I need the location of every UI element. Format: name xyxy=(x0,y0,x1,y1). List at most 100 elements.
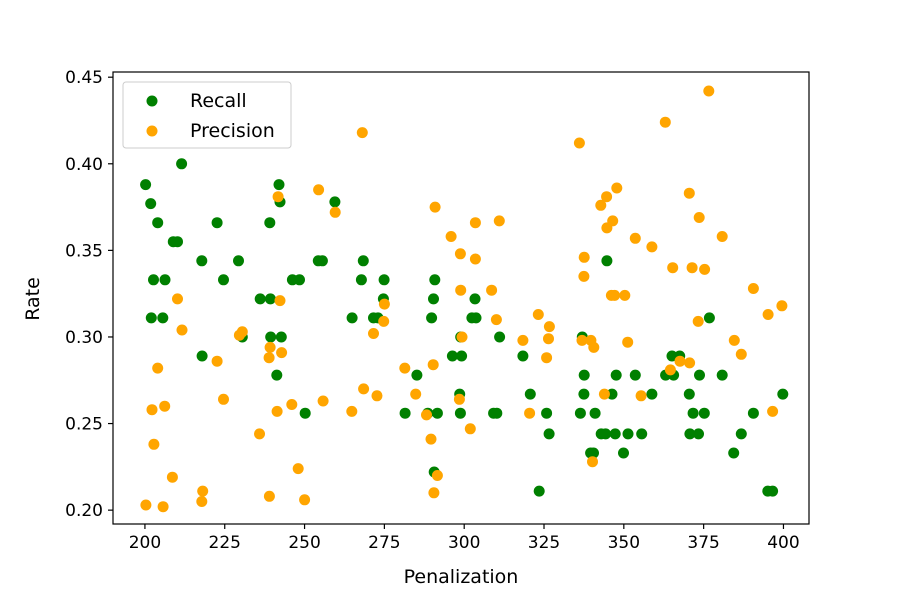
recall-point-23 xyxy=(275,331,287,343)
recall-point-36 xyxy=(378,274,390,286)
recall-point-73 xyxy=(610,369,622,381)
recall-point-0 xyxy=(140,179,152,191)
precision-point-5 xyxy=(159,400,171,412)
recall-point-9 xyxy=(176,158,188,170)
recall-point-41 xyxy=(428,293,439,305)
precision-series xyxy=(140,85,788,513)
y-tick-label-0.45: 0.45 xyxy=(65,68,103,88)
recall-point-71 xyxy=(606,388,618,400)
precision-point-98 xyxy=(776,300,788,312)
precision-point-29 xyxy=(346,405,358,417)
precision-point-84 xyxy=(674,355,686,367)
precision-point-73 xyxy=(607,215,619,227)
precision-point-8 xyxy=(176,324,188,336)
recall-point-80 xyxy=(666,350,678,362)
precision-point-81 xyxy=(659,116,671,128)
precision-point-68 xyxy=(595,199,607,211)
precision-point-56 xyxy=(524,407,536,419)
recall-point-47 xyxy=(454,407,466,419)
x-tick-label-225: 225 xyxy=(209,533,241,553)
recall-point-20 xyxy=(271,369,283,381)
precision-point-11 xyxy=(211,355,223,367)
recall-point-58 xyxy=(533,485,545,497)
y-axis-label: Rate xyxy=(22,277,44,321)
precision-point-49 xyxy=(464,423,476,435)
recall-point-69 xyxy=(600,428,612,440)
recall-point-31 xyxy=(355,274,367,286)
y-tick-label-0.40: 0.40 xyxy=(65,155,103,175)
x-tick-label-200: 200 xyxy=(129,533,161,553)
legend-label-precision: Precision xyxy=(190,120,275,142)
recall-point-77 xyxy=(636,428,648,440)
precision-point-0 xyxy=(140,499,152,511)
legend: Recall Precision xyxy=(122,81,292,149)
precision-point-38 xyxy=(421,409,432,421)
recall-point-89 xyxy=(703,312,715,324)
recall-point-21 xyxy=(273,179,285,191)
precision-point-63 xyxy=(578,270,590,282)
precision-point-21 xyxy=(274,295,286,307)
precision-point-3 xyxy=(152,362,164,374)
y-tick-label-0.20: 0.20 xyxy=(65,501,103,521)
plot-frame xyxy=(112,71,810,525)
precision-point-97 xyxy=(767,405,779,417)
precision-point-45 xyxy=(453,393,465,405)
recall-point-85 xyxy=(687,407,699,419)
precision-point-70 xyxy=(601,191,613,203)
precision-point-51 xyxy=(469,217,481,229)
precision-point-40 xyxy=(427,359,439,371)
recall-point-66 xyxy=(588,447,599,459)
precision-point-90 xyxy=(699,263,711,275)
legend-marker-recall xyxy=(146,95,158,107)
precision-point-17 xyxy=(263,490,275,502)
y-axis: 0.20 0.25 0.30 0.35 0.40 0.45 xyxy=(65,68,113,521)
recall-point-63 xyxy=(578,388,590,400)
recall-point-78 xyxy=(646,388,658,400)
precision-point-57 xyxy=(532,309,544,320)
recall-point-17 xyxy=(264,217,276,229)
precision-point-33 xyxy=(371,390,383,402)
recall-point-51 xyxy=(469,293,481,305)
recall-point-37 xyxy=(399,407,411,419)
recall-point-92 xyxy=(735,428,747,440)
recall-point-83 xyxy=(683,388,695,400)
precision-point-62 xyxy=(576,334,588,346)
precision-point-59 xyxy=(543,333,554,345)
recall-point-88 xyxy=(698,407,710,419)
precision-point-19 xyxy=(271,405,283,417)
recall-point-43 xyxy=(429,274,441,286)
precision-point-22 xyxy=(276,347,288,359)
legend-marker-precision xyxy=(146,125,158,137)
precision-point-1 xyxy=(146,404,158,416)
recall-point-18 xyxy=(264,293,276,305)
precision-point-93 xyxy=(728,334,740,346)
recall-point-96 xyxy=(777,388,789,400)
precision-point-66 xyxy=(587,456,598,468)
recall-point-93 xyxy=(747,407,759,419)
precision-point-43 xyxy=(431,470,443,481)
recall-point-86 xyxy=(693,428,704,440)
recall-point-5 xyxy=(157,312,169,324)
precision-point-23 xyxy=(286,399,298,410)
recall-point-49 xyxy=(456,350,468,362)
y-tick-label-0.35: 0.35 xyxy=(65,241,103,261)
precision-point-75 xyxy=(611,182,623,194)
precision-point-18 xyxy=(264,341,276,353)
precision-point-26 xyxy=(313,184,325,196)
recall-point-72 xyxy=(609,428,621,440)
recall-point-75 xyxy=(622,428,634,440)
x-axis-label: Penalization xyxy=(404,566,519,588)
precision-point-96 xyxy=(762,309,774,320)
y-tick-label-0.25: 0.25 xyxy=(65,415,103,435)
recall-point-52 xyxy=(470,312,482,324)
precision-point-60 xyxy=(543,321,555,333)
precision-point-41 xyxy=(428,487,440,499)
recall-point-84 xyxy=(684,428,696,440)
precision-point-86 xyxy=(684,357,696,369)
precision-point-64 xyxy=(578,251,590,263)
precision-point-55 xyxy=(517,334,529,346)
x-axis: 200 225 250 275 300 325 350 375 400 xyxy=(129,524,800,553)
recall-point-29 xyxy=(329,196,341,208)
precision-point-10 xyxy=(197,485,209,497)
